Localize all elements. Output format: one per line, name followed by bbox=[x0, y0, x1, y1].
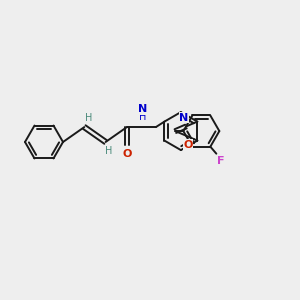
Text: O: O bbox=[122, 149, 132, 159]
Text: O: O bbox=[183, 140, 193, 150]
Text: H: H bbox=[105, 146, 112, 156]
Text: H: H bbox=[139, 112, 146, 122]
Text: F: F bbox=[217, 156, 224, 166]
Text: N: N bbox=[179, 112, 188, 122]
Text: N: N bbox=[138, 104, 148, 114]
Text: H: H bbox=[85, 113, 92, 123]
